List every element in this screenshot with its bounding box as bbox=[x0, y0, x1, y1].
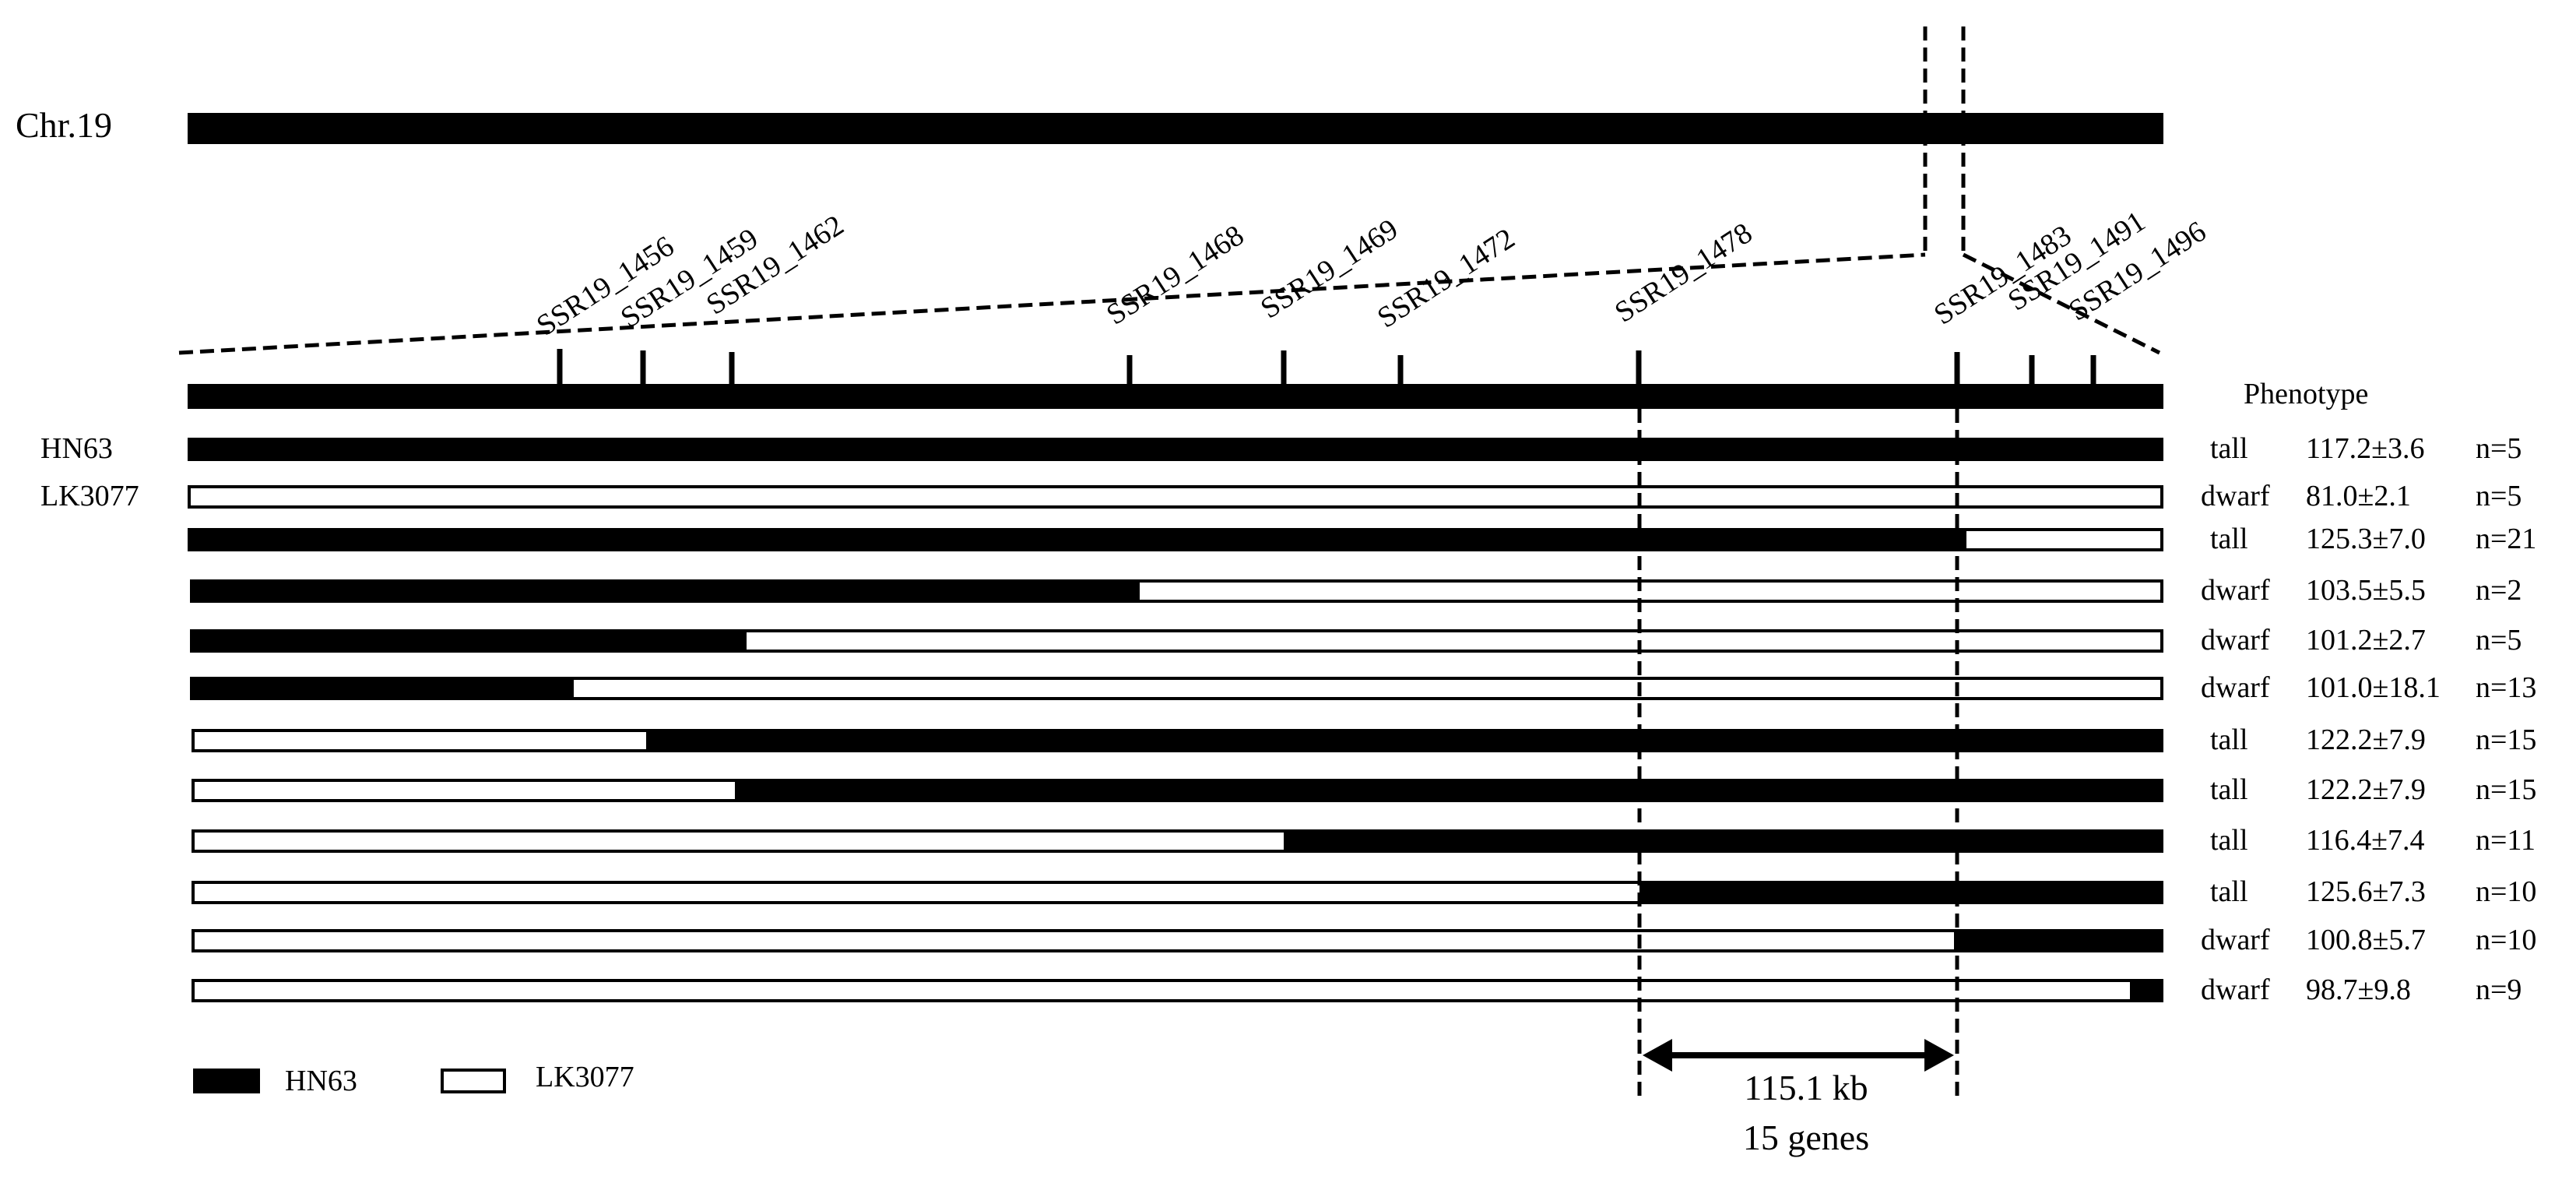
row-phenotype: tall bbox=[2210, 724, 2248, 756]
chromosome-label: Chr.19 bbox=[16, 105, 112, 145]
row-phenotype: tall bbox=[2210, 875, 2248, 908]
row-count: n=5 bbox=[2476, 432, 2522, 465]
genotype-row: tall 116.4±7.4 n=11 bbox=[192, 824, 2536, 857]
lk3077-segment bbox=[1137, 579, 2163, 603]
row-value: 122.2±7.9 bbox=[2306, 724, 2426, 756]
hn63-segment bbox=[188, 528, 1963, 551]
row-count: n=15 bbox=[2476, 724, 2536, 756]
lk3077-segment bbox=[192, 729, 649, 752]
row-count: n=9 bbox=[2476, 973, 2522, 1006]
genotype-row: dwarf 98.7±9.8 n=9 bbox=[192, 973, 2522, 1006]
row-count: n=5 bbox=[2476, 624, 2522, 657]
marker-label: SSR19_1468 bbox=[1101, 219, 1249, 331]
row-phenotype: dwarf bbox=[2201, 924, 2270, 956]
row-value: 125.6±7.3 bbox=[2306, 875, 2426, 908]
hn63-segment bbox=[188, 438, 2163, 461]
interval-arrow-left-head bbox=[1643, 1039, 1672, 1072]
hn63-segment bbox=[1957, 929, 2163, 952]
row-value: 101.2±2.7 bbox=[2306, 624, 2426, 657]
row-value: 81.0±2.1 bbox=[2306, 480, 2411, 512]
row-phenotype: tall bbox=[2210, 523, 2248, 555]
hn63-segment bbox=[1643, 881, 2163, 904]
lk3077-segment bbox=[192, 779, 738, 802]
row-value: 103.5±5.5 bbox=[2306, 574, 2426, 607]
row-phenotype: dwarf bbox=[2201, 480, 2270, 512]
legend-swatch-lk3077 bbox=[441, 1069, 506, 1093]
lk3077-segment bbox=[743, 629, 2163, 653]
row-count: n=11 bbox=[2476, 824, 2536, 857]
genotype-row: tall 122.2±7.9 n=15 bbox=[192, 724, 2536, 756]
row-value: 101.0±18.1 bbox=[2306, 671, 2441, 704]
recombinant-rows: HN63 tall 117.2±3.6 n=5 LK3077 dwarf 81.0±2.1 n… bbox=[40, 432, 2536, 1006]
genotype-row: dwarf 101.2±2.7 n=5 bbox=[190, 624, 2522, 657]
hn63-segment bbox=[2133, 979, 2163, 1002]
hn63-segment bbox=[1287, 829, 2163, 853]
interval-genes-label: 15 genes bbox=[1743, 1118, 1869, 1157]
hn63-segment bbox=[190, 677, 571, 700]
hn63-segment bbox=[190, 629, 743, 653]
physical-map-bar bbox=[188, 384, 2163, 409]
lk3077-segment bbox=[1963, 528, 2163, 551]
genotype-row: dwarf 100.8±5.7 n=10 bbox=[192, 924, 2536, 956]
genotype-row: HN63 tall 117.2±3.6 n=5 bbox=[40, 432, 2522, 465]
row-count: n=10 bbox=[2476, 924, 2536, 956]
row-count: n=5 bbox=[2476, 480, 2522, 512]
genotype-row: dwarf 101.0±18.1 n=13 bbox=[190, 671, 2536, 704]
row-phenotype: dwarf bbox=[2201, 671, 2270, 704]
row-value: 100.8±5.7 bbox=[2306, 924, 2426, 956]
row-phenotype: tall bbox=[2210, 773, 2248, 806]
row-phenotype: tall bbox=[2210, 432, 2248, 465]
row-phenotype: dwarf bbox=[2201, 574, 2270, 607]
lk3077-segment bbox=[192, 979, 2133, 1002]
row-value: 125.3±7.0 bbox=[2306, 523, 2426, 555]
zoom-projection-left bbox=[178, 252, 1926, 355]
chromosome-bar bbox=[188, 113, 2163, 144]
genotype-row: tall 122.2±7.9 n=15 bbox=[192, 773, 2536, 806]
lk3077-segment bbox=[192, 929, 1957, 952]
row-value: 116.4±7.4 bbox=[2306, 824, 2424, 857]
hn63-segment bbox=[190, 579, 1137, 603]
phenotype-header: Phenotype bbox=[2244, 378, 2368, 410]
row-phenotype: dwarf bbox=[2201, 973, 2270, 1006]
row-label: HN63 bbox=[40, 432, 113, 465]
lk3077-segment bbox=[192, 881, 1643, 904]
hn63-segment bbox=[738, 779, 2163, 802]
lk3077-segment bbox=[192, 829, 1287, 853]
row-count: n=10 bbox=[2476, 875, 2536, 908]
legend-label-lk3077: LK3077 bbox=[536, 1061, 634, 1093]
row-value: 98.7±9.8 bbox=[2306, 973, 2411, 1006]
row-phenotype: dwarf bbox=[2201, 624, 2270, 657]
row-count: n=13 bbox=[2476, 671, 2536, 704]
genotype-row: dwarf 103.5±5.5 n=2 bbox=[190, 574, 2522, 607]
row-count: n=2 bbox=[2476, 574, 2522, 607]
interval-arrow-right-head bbox=[1924, 1039, 1954, 1072]
row-value: 122.2±7.9 bbox=[2306, 773, 2426, 806]
lk3077-segment bbox=[188, 485, 2163, 509]
row-count: n=21 bbox=[2476, 523, 2536, 555]
genotype-row: tall 125.3±7.0 n=21 bbox=[188, 523, 2536, 555]
genotype-row: tall 125.6±7.3 n=10 bbox=[192, 875, 2536, 908]
row-value: 117.2±3.6 bbox=[2306, 432, 2424, 465]
row-count: n=15 bbox=[2476, 773, 2536, 806]
interval-size-label: 115.1 kb bbox=[1744, 1068, 1868, 1107]
genotype-row: LK3077 dwarf 81.0±2.1 n=5 bbox=[40, 480, 2522, 512]
hn63-segment bbox=[649, 729, 2163, 752]
lk3077-segment bbox=[571, 677, 2163, 700]
legend-swatch-hn63 bbox=[193, 1069, 260, 1093]
row-label: LK3077 bbox=[40, 480, 139, 512]
legend-label-hn63: HN63 bbox=[285, 1065, 357, 1097]
row-phenotype: tall bbox=[2210, 824, 2248, 857]
zoom-projection-right bbox=[1962, 252, 2161, 355]
